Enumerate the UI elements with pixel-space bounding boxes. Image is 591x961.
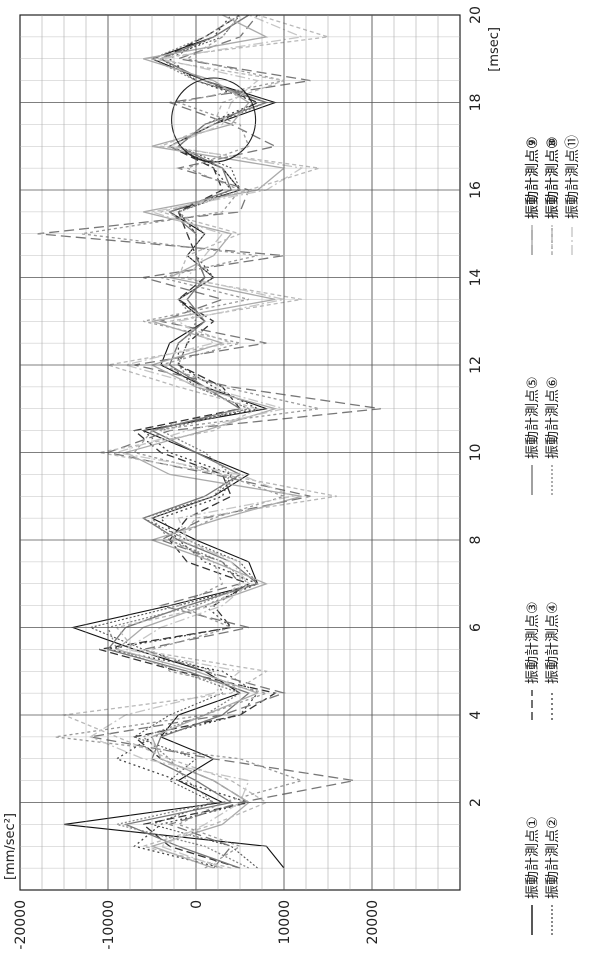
y-tick-label: 0 (189, 900, 205, 909)
x-tick-label: 10 (468, 444, 484, 462)
legend-label: 振動計測点⑩ (545, 136, 561, 219)
series-line (37, 14, 381, 869)
y-tick-label: -10000 (101, 900, 117, 950)
legend-label: 振動計測点④ (545, 601, 561, 684)
series-line (115, 14, 302, 869)
series-line (61, 14, 337, 869)
x-tick-label: 8 (468, 536, 484, 545)
x-tick-label: 2 (468, 798, 484, 807)
legend-label: 振動計測点③ (525, 601, 541, 684)
legend-label: 振動計測点① (525, 816, 541, 899)
legend-label: 振動計測点⑨ (525, 136, 541, 219)
x-tick-label: 12 (468, 356, 484, 374)
plot-area (37, 14, 381, 869)
x-tick-label: 20 (468, 6, 484, 24)
axes: -20000 -10000 0 10000 200002468101214161820[… (3, 6, 502, 950)
y-tick-label: 10000 (277, 900, 293, 945)
series-line (107, 14, 269, 869)
x-tick-label: 18 (468, 94, 484, 112)
series-line (106, 14, 269, 869)
y-tick-label: -20000 (13, 900, 29, 950)
annotation-circle (171, 77, 257, 163)
legend-label: 振動計測点⑦ (525, 136, 541, 219)
x-tick-label: 4 (468, 710, 484, 719)
series-line (55, 14, 320, 869)
legend-label: 振動計測点⑧ (545, 136, 561, 219)
y-unit-label: [mm/sec²] (3, 813, 18, 880)
series-line (99, 14, 277, 869)
x-tick-label: 14 (468, 269, 484, 287)
legend-label: 振動計測点⑤ (525, 376, 541, 459)
legend-label: 振動計測点⑪ (565, 135, 581, 219)
x-tick-label: 16 (468, 181, 484, 199)
legend: 振動計測点① 振動計測点② 振動計測点③ 振動計測点④ 振動計測点⑤ 振動計測点⑥ 振動計測… (525, 135, 581, 935)
y-tick-label: 20000 (365, 900, 381, 945)
x-tick-label: 6 (468, 623, 484, 632)
legend-label: 振動計測点② (545, 816, 561, 899)
legend-label: 振動計測点⑥ (545, 376, 561, 459)
x-unit-label: [msec] (487, 27, 502, 72)
